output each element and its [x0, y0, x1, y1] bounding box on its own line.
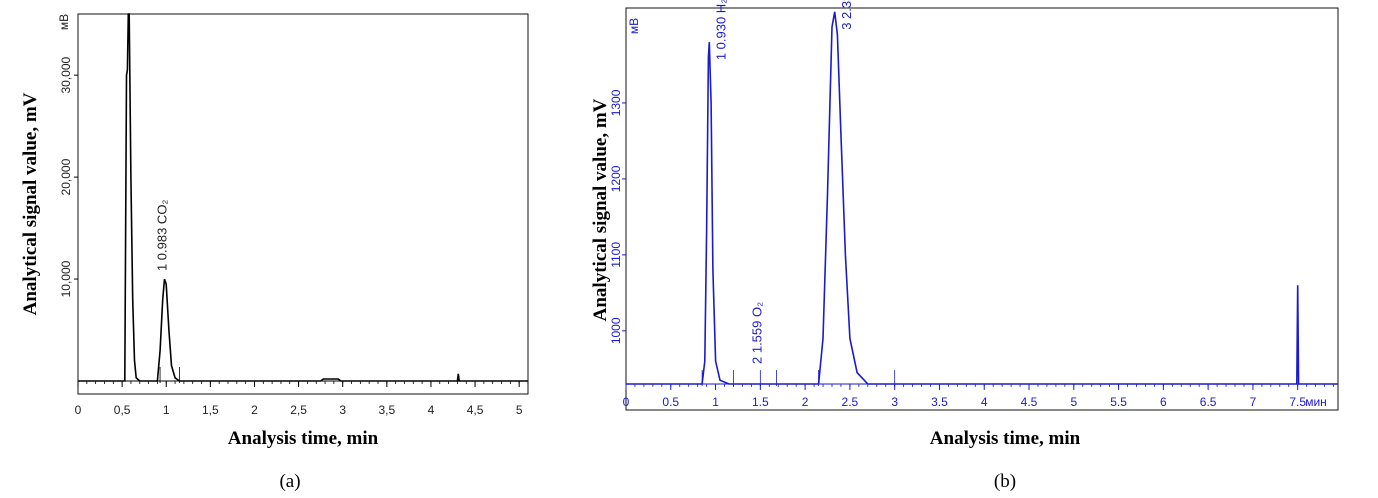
chart-b-y-tick-label: 1200 — [609, 165, 623, 192]
chart-b-y-tick-label: 1300 — [609, 89, 623, 116]
chart-b-x-tick-label: 3 — [891, 395, 898, 409]
chart-a-ylabel: Analytical signal value, mV — [20, 92, 41, 315]
chart-b-x-tick-label: 5.5 — [1110, 395, 1127, 409]
chart-a-xlabel: Analysis time, min — [228, 428, 379, 449]
chart-b-xlabel: Analysis time, min — [930, 428, 1081, 449]
chart-a-x-tick-label: 2 — [251, 403, 258, 417]
chart-b-x-tick-label: 6 — [1160, 395, 1167, 409]
chart-b-plot-frame — [625, 7, 1339, 411]
chart-b-x-tick-label: 2.5 — [842, 395, 859, 409]
chart-b-x-unit-label: мин — [1305, 395, 1327, 409]
chart-b-svg: 0 0.5 1 1.5 2 2.5 3 3.5 4 4.5 5 5.5 6 6.5 7 7.5 1000 1100… — [590, 0, 1339, 492]
chart-b-x-tick-label: 4 — [981, 395, 988, 409]
chart-b-peak-label: 1 0.930 H₂ — [713, 0, 728, 60]
chart-a-x-tick-label: 0,5 — [114, 403, 131, 417]
chart-a-x-tick-label: 1,5 — [202, 403, 219, 417]
chart-a-x-tick-label: 2,5 — [290, 403, 307, 417]
chart-b-peak-label: 3 2.333 N₂ — [839, 0, 854, 30]
chart-a-y-tick-label: 30,000 — [59, 56, 73, 93]
chart-a-x-tick-label: 3 — [339, 403, 346, 417]
chart-b-x-tick-label: 7 — [1250, 395, 1257, 409]
chart-a-unit-label: мВ — [57, 14, 71, 30]
chart-b-x-tick-label: 2 — [802, 395, 809, 409]
chart-a-y-tick-label: 20,000 — [59, 158, 73, 195]
chart-b-x-tick-label: 3.5 — [931, 395, 948, 409]
chart-panel-a: 0 0,5 1 1,5 2 2,5 3 3,5 4 4,5 5 10,000 20,000 30,000 … — [0, 0, 560, 498]
chart-b-x-tick-label: 0 — [623, 395, 630, 409]
chart-a-caption: (a) — [279, 471, 300, 492]
chart-b-x-tick-label: 6.5 — [1200, 395, 1217, 409]
chart-a-plot-frame — [77, 13, 529, 395]
chart-b-x-tick-label: 1.5 — [752, 395, 769, 409]
chart-a-svg: 0 0,5 1 1,5 2 2,5 3 3,5 4 4,5 510,00020,00030,000 … — [20, 13, 529, 492]
chart-b-ylabel: Analytical signal value, mV — [590, 98, 611, 321]
chart-a-x-tick-label: 4,5 — [467, 403, 484, 417]
chart-b-x-tick-label: 0.5 — [662, 395, 679, 409]
chart-a-x-tick-label: 3,5 — [378, 403, 395, 417]
chart-a-peak-label: 1 0.983 CO₂ — [155, 200, 170, 272]
chart-b-x-tick-label: 5 — [1070, 395, 1077, 409]
chart-b-x-tick-label: 4.5 — [1021, 395, 1038, 409]
chart-b-x-tick-label: 1 — [712, 395, 719, 409]
chart-a-y-tick-label: 10,000 — [59, 260, 73, 297]
chart-a-x-tick-label: 5 — [516, 403, 523, 417]
chart-a-x-tick-label: 1 — [163, 403, 170, 417]
chart-a-x-tick-label: 0 — [75, 403, 82, 417]
chart-b-series-line — [626, 11, 1338, 385]
chart-a-series-line — [78, 13, 528, 382]
chart-b-unit-label: мВ — [627, 18, 641, 34]
chart-b-caption: (b) — [994, 471, 1016, 492]
chart-b-x-tick-label: 7.5 — [1289, 395, 1306, 409]
chart-b-y-tick-label: 1100 — [609, 242, 623, 268]
chart-b-peak-label: 2 1.559 O₂ — [750, 302, 765, 364]
chart-b-y-tick-label: 1000 — [609, 317, 623, 344]
chart-a-x-tick-label: 4 — [428, 403, 435, 417]
chart-panel-b: 0 0.5 1 1.5 2 2.5 3 3.5 4 4.5 5 5.5 6 6.5 7 7.5 1000 1100… — [580, 0, 1378, 498]
